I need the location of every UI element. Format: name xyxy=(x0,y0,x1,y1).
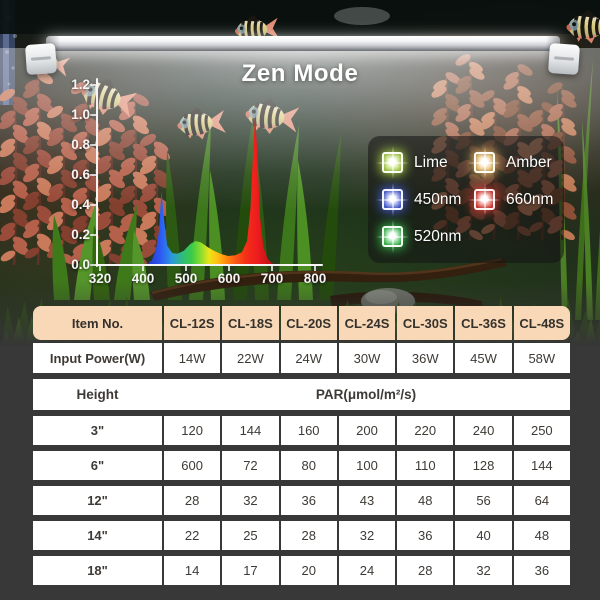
cell: 100 xyxy=(338,451,396,480)
cell: 36W xyxy=(397,343,454,373)
par-label: PAR(μmol/m²/s) xyxy=(315,387,417,402)
cell: 120 xyxy=(164,416,221,445)
cell: 32 xyxy=(222,486,279,515)
cell: 25 xyxy=(222,521,279,550)
cell: 17 xyxy=(222,556,279,585)
header-cell: CL-30S xyxy=(397,306,454,340)
cell: 160 xyxy=(280,416,337,445)
cell: 43 xyxy=(338,486,396,515)
amber-led-icon xyxy=(468,146,501,179)
legend-label: 660nm xyxy=(506,190,554,208)
legend-item-660nm: 660nm xyxy=(468,183,566,216)
cell: 28 xyxy=(164,486,221,515)
cell: 144 xyxy=(222,416,279,445)
y-tick-label: 0.4 xyxy=(71,197,90,212)
row-label: Input Power(W) xyxy=(33,343,162,373)
lime-led-icon xyxy=(376,146,409,179)
header-cell: CL-12S xyxy=(164,306,221,340)
header-cell: CL-18S xyxy=(222,306,279,340)
y-tick-label: 0.2 xyxy=(71,227,90,242)
table-header-row: Item No. CL-12S CL-18S CL-20S CL-24S CL-… xyxy=(33,306,570,340)
par-row-3in: 3" 120 144 160 200 220 240 250 xyxy=(33,416,570,445)
water-surface-band xyxy=(0,0,600,34)
cell: 80 xyxy=(280,451,337,480)
par-row-6in: 6" 600 72 80 100 110 128 144 xyxy=(33,451,570,480)
input-power-row: Input Power(W) 14W 22W 24W 30W 36W 45W 5… xyxy=(33,343,570,373)
header-cell: CL-24S xyxy=(338,306,396,340)
cell: 220 xyxy=(397,416,454,445)
cell: 30W xyxy=(338,343,396,373)
legend-label: Lime xyxy=(414,153,448,171)
cell: 56 xyxy=(455,486,512,515)
y-tick-label: 0.0 xyxy=(71,257,90,272)
y-tick-label: 1.2 xyxy=(71,77,90,92)
cell: 14 xyxy=(164,556,221,585)
cell: 600 xyxy=(164,451,221,480)
row-label: 12" xyxy=(33,486,162,515)
header-cell: CL-48S xyxy=(513,306,570,340)
red-660nm-led-icon xyxy=(468,183,501,216)
header-cell: CL-36S xyxy=(455,306,512,340)
cell: 72 xyxy=(222,451,279,480)
cell: 48 xyxy=(513,521,570,550)
cell: 240 xyxy=(455,416,512,445)
cell: 22 xyxy=(164,521,221,550)
green-520nm-led-icon xyxy=(376,220,409,253)
row-label: 18" xyxy=(33,556,162,585)
blue-450nm-led-icon xyxy=(376,183,409,216)
cell: 128 xyxy=(455,451,512,480)
legend-item-450nm: 450nm xyxy=(376,183,474,216)
axis-ticks xyxy=(90,84,316,271)
spec-table: Item No. CL-12S CL-18S CL-20S CL-24S CL-… xyxy=(33,306,570,585)
aquarium-photo: 1.2 1.0 0.8 0.6 0.4 0.2 0.0 320 400 500 … xyxy=(0,0,600,345)
legend-label: Amber xyxy=(506,153,552,171)
spectrum-chart xyxy=(90,78,323,271)
chart-axes xyxy=(95,78,323,267)
cell: 40 xyxy=(455,521,512,550)
cell: 64 xyxy=(513,486,570,515)
legend-label: 450nm xyxy=(414,190,462,208)
height-par-row: Height PAR(μmol/m²/s) xyxy=(33,379,570,410)
cell: 14W xyxy=(164,343,221,373)
par-row-12in: 12" 28 32 36 43 48 56 64 xyxy=(33,486,570,515)
row-label: 6" xyxy=(33,451,162,480)
y-tick-label: 0.6 xyxy=(71,167,90,182)
legend-item-lime: Lime xyxy=(376,146,474,179)
header-cell: CL-20S xyxy=(280,306,337,340)
cell: 144 xyxy=(513,451,570,480)
par-row-14in: 14" 22 25 28 32 36 40 48 xyxy=(33,521,570,550)
legend-item-520nm: 520nm xyxy=(376,220,474,253)
mode-title: Zen Mode xyxy=(241,60,359,87)
cell: 36 xyxy=(280,486,337,515)
legend-item-amber: Amber xyxy=(468,146,566,179)
row-label: 14" xyxy=(33,521,162,550)
cell: 32 xyxy=(455,556,512,585)
cell: 22W xyxy=(222,343,279,373)
spectrum-legend: Lime Amber 450nm 660nm 520nm xyxy=(368,136,564,263)
cell: 20 xyxy=(280,556,337,585)
y-tick-label: 0.8 xyxy=(71,137,90,152)
cell: 36 xyxy=(397,521,454,550)
legend-label: 520nm xyxy=(414,227,462,245)
height-label: Height xyxy=(76,387,119,402)
cell: 58W xyxy=(513,343,570,373)
row-label: 3" xyxy=(33,416,162,445)
cell: 45W xyxy=(455,343,512,373)
cell: 48 xyxy=(397,486,454,515)
cell: 24 xyxy=(338,556,396,585)
header-cell: Item No. xyxy=(33,306,162,340)
cell: 110 xyxy=(397,451,454,480)
cell: 200 xyxy=(338,416,396,445)
cell: 32 xyxy=(338,521,396,550)
cell: 28 xyxy=(397,556,454,585)
spectrum-curve xyxy=(146,113,277,265)
cell: 250 xyxy=(513,416,570,445)
cell: 24W xyxy=(280,343,337,373)
cell: 36 xyxy=(513,556,570,585)
par-row-18in: 18" 14 17 20 24 28 32 36 xyxy=(33,556,570,585)
cell: 28 xyxy=(280,521,337,550)
y-tick-label: 1.0 xyxy=(71,107,90,122)
